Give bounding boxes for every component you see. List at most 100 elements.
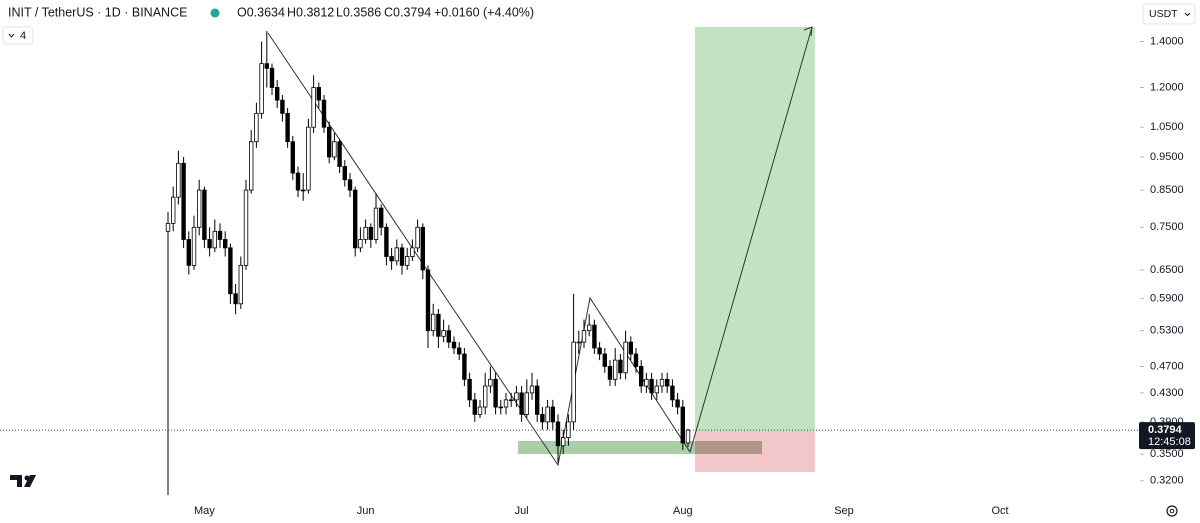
candle-body (649, 378, 654, 394)
y-tick-label: 0.8500 (1150, 184, 1184, 196)
ohlc-change: +0.0160 (+4.40%) (434, 5, 534, 19)
y-tick-label: 0.5300 (1150, 325, 1184, 337)
indicator-box[interactable] (2, 26, 34, 45)
trend-line (267, 26, 813, 467)
chevron (1184, 12, 1191, 17)
candle-body (430, 313, 436, 332)
candle-body (207, 239, 212, 249)
candle-body (306, 126, 311, 191)
last-price-box (1139, 422, 1195, 450)
candle-body (493, 378, 498, 408)
candle-body (477, 406, 483, 415)
candle-body (316, 87, 321, 101)
candle-body (233, 293, 238, 305)
last-price-label: 0.3794 (1148, 424, 1183, 436)
x-tick-label: Sep (834, 505, 854, 517)
candle-body (680, 406, 685, 444)
y-tick-label: 0.4300 (1150, 387, 1184, 399)
candle-body (550, 406, 555, 423)
candle-body (675, 399, 680, 408)
candle-body (285, 112, 290, 143)
candle-body (613, 359, 618, 380)
candle-body (633, 353, 639, 367)
candle-body (248, 141, 254, 191)
candle-body (332, 141, 337, 158)
x-tick-label: Jul (515, 505, 529, 517)
candle-body (561, 437, 566, 447)
candle-body (217, 230, 223, 240)
candle-body (326, 126, 332, 158)
candle-body (373, 207, 379, 240)
candle-body (587, 324, 592, 332)
candle-body (259, 63, 264, 114)
y-tick-label: 0.4700 (1150, 360, 1184, 372)
arrow-head (803, 26, 813, 37)
y-tick-label: 1.0500 (1150, 121, 1184, 133)
candle-body (456, 347, 462, 355)
candle-body (597, 347, 602, 355)
y-tick-label: 1.4000 (1150, 35, 1184, 47)
candle-body (202, 189, 207, 240)
candle-body (571, 341, 576, 423)
candle-body (181, 162, 186, 240)
plot (165, 31, 691, 496)
overlap-zone (695, 441, 762, 454)
ohlc-low: L0.3586 (336, 5, 381, 19)
candle-body (545, 406, 550, 423)
candle-body (264, 63, 269, 69)
candle-body (462, 353, 467, 380)
symbol-title: INIT / TetherUS · 1D · BINANCE (8, 5, 187, 19)
candle-body (628, 341, 633, 355)
candle-body (592, 324, 597, 349)
candle-body (665, 378, 670, 387)
candle-body (274, 87, 280, 101)
y-tick-label: 0.9500 (1150, 151, 1184, 163)
candle-body (654, 385, 659, 394)
y-tick-label: 0.5900 (1150, 293, 1184, 305)
candle-body (488, 378, 493, 387)
candle-body (508, 399, 514, 402)
candle-body (446, 330, 451, 343)
candle-body (280, 99, 285, 114)
ohlc-close: C0.3794 (384, 5, 431, 19)
settings-dot (1169, 508, 1175, 514)
candle-body (337, 141, 342, 167)
candle-body (311, 87, 316, 128)
candle-body (467, 378, 472, 401)
candle-body (602, 353, 607, 367)
currency-label: USDT (1149, 8, 1178, 20)
indicator-toggle[interactable]: 4 (2, 26, 34, 45)
indicator-count: 4 (20, 30, 26, 42)
y-tick-label: 0.6500 (1150, 264, 1184, 276)
candle-body (176, 162, 181, 198)
candle-body (540, 413, 545, 423)
y-tick-label: 1.2000 (1150, 81, 1184, 93)
x-tick-label: Jun (357, 505, 375, 517)
currency-box[interactable] (1142, 3, 1196, 25)
candle-body (425, 269, 431, 332)
candle-body (415, 226, 420, 249)
candle-body (670, 385, 675, 401)
candle-body (482, 385, 488, 408)
tv-logo (10, 475, 36, 487)
candle-body (222, 239, 228, 249)
candle-body (238, 264, 243, 305)
candle-body (498, 406, 503, 409)
candle-body (228, 247, 233, 295)
candle-body (607, 366, 613, 380)
candle-body (420, 226, 425, 271)
ohlc-high: H0.3812 (287, 5, 334, 19)
candle-body (254, 112, 259, 143)
candle-body (378, 207, 384, 228)
settings-button[interactable] (1166, 505, 1178, 517)
currency-select[interactable]: USDT (1142, 3, 1196, 25)
candle-body (524, 392, 529, 415)
candle-body (295, 172, 301, 191)
y-tick-label: 0.3200 (1150, 475, 1184, 487)
candle-body (451, 341, 457, 349)
candle-body (212, 230, 217, 249)
candle-body (529, 385, 535, 394)
